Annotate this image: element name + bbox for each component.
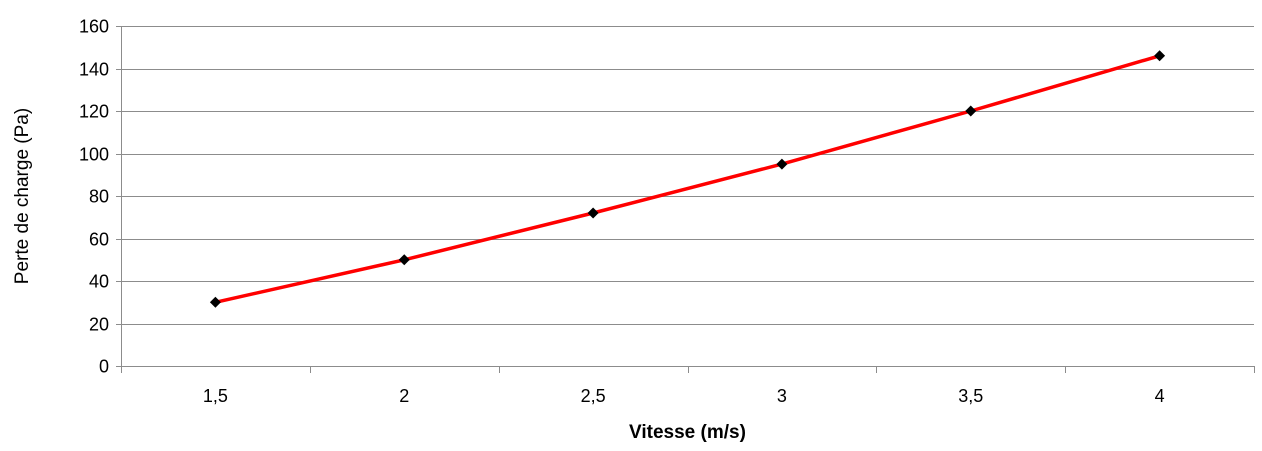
- x-tick-labels: 1,5 2 2,5 3 3,5 4: [203, 386, 1165, 406]
- data-point: [209, 296, 221, 308]
- y-tick-label: 20: [89, 315, 109, 335]
- x-tick-label: 3,5: [958, 386, 983, 406]
- data-point: [1154, 50, 1166, 62]
- x-axis-title: Vitesse (m/s): [629, 422, 746, 443]
- series-line: [213, 54, 1162, 305]
- y-tick-label: 120: [79, 102, 109, 122]
- x-tick-label: 2: [399, 386, 409, 406]
- data-markers: [209, 50, 1166, 308]
- y-tick-label: 140: [79, 60, 109, 80]
- gridlines: [121, 26, 1254, 325]
- x-tick-label: 1,5: [203, 386, 228, 406]
- x-tick-label: 4: [1155, 386, 1165, 406]
- y-tick-labels: 0 20 40 60 80 100 120 140 160: [79, 17, 109, 377]
- data-point: [398, 254, 410, 266]
- y-tick-label: 100: [79, 145, 109, 165]
- data-point: [965, 105, 977, 117]
- y-tick-label: 60: [89, 230, 109, 250]
- y-tick-label: 80: [89, 187, 109, 207]
- data-point: [776, 158, 788, 170]
- y-axis-title: Perte de charge (Pa): [12, 108, 33, 284]
- y-tick-label: 40: [89, 272, 109, 292]
- series-line-path: [213, 54, 1162, 305]
- y-tick-label: 0: [99, 357, 109, 377]
- x-tick-label: 3: [777, 386, 787, 406]
- data-point: [587, 207, 599, 219]
- y-tick-label: 160: [79, 17, 109, 37]
- axes: [116, 26, 1255, 373]
- x-tick-label: 2,5: [581, 386, 606, 406]
